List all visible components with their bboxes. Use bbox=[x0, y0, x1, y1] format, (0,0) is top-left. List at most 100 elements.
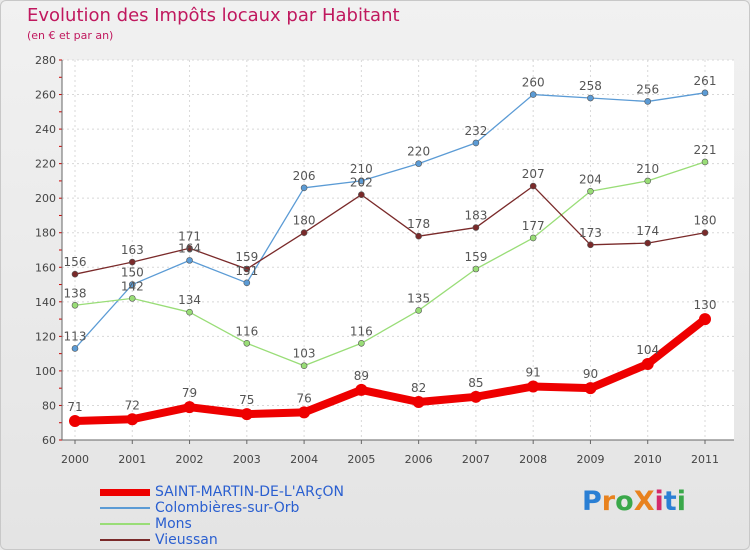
y-tick-label: 180 bbox=[35, 227, 56, 240]
legend-swatch bbox=[100, 523, 150, 525]
data-label: 261 bbox=[694, 74, 717, 88]
x-tick-label: 2003 bbox=[233, 453, 261, 466]
data-point bbox=[527, 380, 540, 393]
data-label: 180 bbox=[293, 214, 316, 228]
data-label: 173 bbox=[579, 226, 602, 240]
data-point bbox=[186, 308, 193, 316]
data-point bbox=[587, 241, 594, 249]
data-point bbox=[128, 295, 136, 302]
data-point bbox=[644, 177, 652, 185]
chart-title: Evolution des Impôts locaux par Habitant bbox=[27, 5, 400, 26]
series-line bbox=[74, 185, 706, 275]
data-point bbox=[71, 270, 79, 278]
logo-letter: t bbox=[663, 486, 677, 517]
legend-item: Colombières-sur-Orb bbox=[100, 500, 344, 516]
x-tick-label: 2006 bbox=[405, 453, 433, 466]
logo-letter: P bbox=[582, 486, 602, 517]
data-label: 174 bbox=[636, 224, 659, 238]
series-line bbox=[71, 315, 709, 425]
y-tick-label: 60 bbox=[42, 434, 56, 447]
logo-letter: r bbox=[601, 486, 616, 517]
logo-letter: X bbox=[633, 486, 655, 517]
data-label: 104 bbox=[636, 343, 659, 357]
data-point bbox=[701, 158, 709, 166]
data-point bbox=[186, 257, 193, 264]
y-tick-label: 240 bbox=[35, 123, 56, 136]
series-lines bbox=[69, 89, 711, 427]
x-tick-label: 2010 bbox=[634, 453, 662, 466]
legend: SAINT-MARTIN-DE-L'ARçON Colombières-sur-O… bbox=[100, 484, 344, 548]
data-point bbox=[355, 383, 368, 396]
data-label: 258 bbox=[579, 79, 602, 93]
data-label: 159 bbox=[235, 250, 258, 264]
data-label: 204 bbox=[579, 172, 602, 186]
data-labels: 113 150 164 151 206 210 220 232 260 258 256 261 138 1… bbox=[64, 74, 717, 414]
data-point bbox=[128, 258, 136, 266]
data-label: 183 bbox=[464, 209, 487, 223]
legend-label: Colombières-sur-Orb bbox=[155, 500, 300, 516]
data-point bbox=[243, 265, 251, 273]
data-label: 202 bbox=[350, 176, 373, 190]
data-point bbox=[183, 401, 196, 414]
data-point bbox=[415, 307, 422, 314]
data-point bbox=[699, 313, 711, 326]
y-tick-label: 260 bbox=[35, 89, 56, 102]
y-tick-label: 120 bbox=[35, 330, 56, 343]
x-tick-label: 2005 bbox=[347, 453, 375, 466]
data-point bbox=[128, 281, 136, 288]
x-tick-label: 2007 bbox=[462, 453, 490, 466]
data-label: 180 bbox=[694, 214, 717, 228]
data-label: 76 bbox=[296, 391, 311, 405]
x-tick-label: 2001 bbox=[118, 453, 146, 466]
data-point bbox=[71, 345, 79, 352]
data-label: 138 bbox=[64, 286, 87, 300]
data-point bbox=[584, 382, 597, 395]
legend-swatch bbox=[100, 488, 150, 496]
x-tick-label: 2009 bbox=[576, 453, 604, 466]
series-line bbox=[74, 161, 706, 367]
y-tick-label: 140 bbox=[35, 296, 56, 309]
x-tick-label: 2008 bbox=[519, 453, 547, 466]
x-tick-label: 2011 bbox=[691, 453, 719, 466]
data-point bbox=[701, 229, 709, 237]
data-label: 116 bbox=[235, 324, 258, 338]
logo-letter: i bbox=[676, 486, 686, 517]
data-point bbox=[300, 362, 308, 370]
data-point bbox=[701, 89, 709, 97]
chart-subtitle: (en € et par an) bbox=[27, 29, 114, 42]
data-label: 260 bbox=[522, 76, 545, 90]
legend-label: Mons bbox=[155, 516, 192, 532]
legend-swatch bbox=[100, 539, 150, 541]
data-label: 91 bbox=[526, 365, 541, 379]
data-label: 221 bbox=[694, 143, 717, 157]
data-point bbox=[243, 279, 251, 287]
legend-item: Vieussan bbox=[100, 532, 344, 548]
y-tick-label: 80 bbox=[42, 399, 56, 412]
data-label: 151 bbox=[235, 264, 258, 278]
series-line bbox=[74, 92, 706, 350]
data-point bbox=[529, 91, 537, 98]
data-label: 164 bbox=[178, 241, 201, 255]
data-point bbox=[644, 98, 652, 105]
data-label: 232 bbox=[464, 124, 487, 138]
logo-letter: i bbox=[654, 486, 664, 517]
logo-letter: o bbox=[615, 486, 634, 517]
data-label: 163 bbox=[121, 243, 144, 257]
data-point bbox=[412, 396, 425, 408]
data-point bbox=[587, 187, 594, 195]
data-point bbox=[358, 191, 365, 199]
data-label: 156 bbox=[64, 255, 87, 269]
data-label: 177 bbox=[522, 219, 545, 233]
y-tick-label: 200 bbox=[35, 192, 56, 205]
x-tick-label: 2004 bbox=[290, 453, 318, 466]
plot-area bbox=[62, 60, 734, 440]
data-label: 210 bbox=[636, 162, 659, 176]
data-point bbox=[240, 408, 253, 421]
data-label: 220 bbox=[407, 145, 430, 159]
x-tick-label: 2002 bbox=[176, 453, 204, 466]
data-label: 159 bbox=[464, 250, 487, 264]
data-point bbox=[641, 358, 654, 370]
legend-label: Vieussan bbox=[155, 532, 218, 548]
data-label: 90 bbox=[583, 367, 598, 381]
